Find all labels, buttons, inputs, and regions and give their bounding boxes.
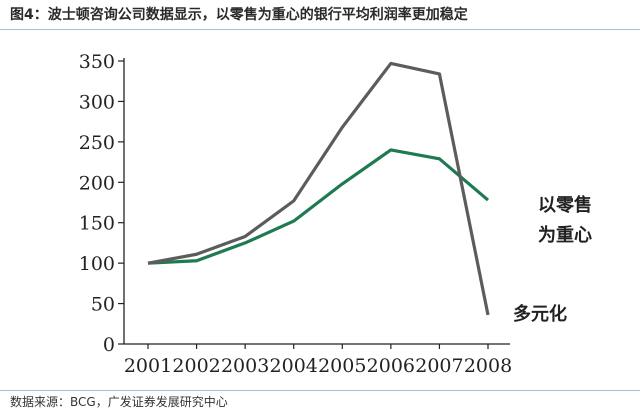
source-note: 数据来源：BCG，广发证券发展研究中心	[10, 395, 228, 409]
x-tick-label: 2003	[221, 355, 269, 377]
chart-axes	[123, 58, 510, 345]
source-rule	[0, 390, 640, 391]
y-axis-ticks: 0 50 100 150 200 250 300 350	[79, 51, 124, 356]
x-tick-label: 2002	[172, 355, 220, 377]
y-tick-label: 250	[79, 132, 115, 154]
y-tick-label: 0	[103, 334, 115, 356]
title-rule	[0, 29, 640, 30]
x-tick-label: 2005	[318, 355, 366, 377]
y-tick-label: 200	[79, 172, 115, 194]
series-lines	[147, 61, 490, 316]
x-axis-ticks: 2001 2002 2003 2004 2005 2006 2007 2008	[124, 344, 512, 377]
x-tick-label: 2008	[464, 355, 512, 377]
series-line-diversified	[147, 61, 490, 316]
series-label-retail: 以零售	[538, 194, 592, 216]
x-tick-label: 2007	[415, 355, 463, 377]
series-label-retail: 为重心	[538, 224, 592, 246]
figure-title: 图4：波士顿咨询公司数据显示，以零售为重心的银行平均利润率更加稳定	[10, 7, 468, 23]
series-line-retail	[147, 148, 490, 265]
y-tick-label: 50	[91, 294, 115, 316]
series-label-diversified: 多元化	[513, 303, 567, 325]
y-tick-label: 150	[79, 213, 115, 235]
x-tick-label: 2004	[270, 355, 318, 377]
y-tick-label: 350	[79, 51, 115, 73]
y-tick-label: 100	[79, 253, 115, 275]
x-tick-label: 2006	[367, 355, 415, 377]
y-tick-label: 300	[79, 91, 115, 113]
x-tick-label: 2001	[124, 355, 172, 377]
